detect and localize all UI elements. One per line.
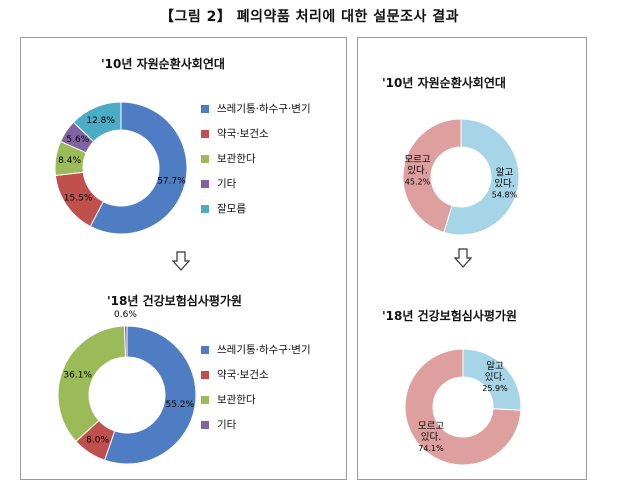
- legend-swatch: [201, 104, 209, 113]
- chart-title-2018-awareness: '18년 건강보험심사평가원: [382, 309, 517, 323]
- legend-swatch: [201, 204, 209, 213]
- data-label: 12.8%: [86, 116, 115, 126]
- slice-category-label: 모르고: [404, 154, 430, 165]
- chart-title-2010-awareness: '10년 자원순환사회연대: [382, 76, 506, 90]
- legend-item-trash: 쓰레기통·하수구·변기: [201, 337, 311, 362]
- chart-title-2010-disposal: '10년 자원순환사회연대: [101, 57, 225, 71]
- data-label: 8.4%: [58, 156, 81, 166]
- slice-category-label: 있다.: [494, 178, 515, 190]
- legend-label: 잘모름: [217, 203, 246, 215]
- data-label: 8.0%: [86, 436, 109, 446]
- slice-category-label: 알고: [496, 168, 514, 179]
- legend-swatch: [201, 370, 209, 379]
- legend-item-trash: 쓰레기통·하수구·변기: [201, 96, 311, 121]
- legend-item-keep: 보관한다: [201, 146, 311, 171]
- slice-category-label: 있다.: [421, 431, 442, 443]
- legend-label: 기타: [217, 419, 237, 431]
- legend-swatch: [201, 395, 209, 404]
- slice-aware: [443, 118, 520, 236]
- slice-other: [123, 325, 128, 358]
- donut-chart-2018-disposal: 55.2% 8.0% 36.1% 0.6%: [57, 310, 197, 465]
- data-label: 55.2%: [165, 400, 194, 410]
- data-label: 25.9%: [482, 384, 508, 393]
- legend-label: 기타: [217, 178, 237, 190]
- legend-item-pharmacy: 약국·보건소: [201, 121, 311, 146]
- legend-label: 보관한다: [217, 153, 256, 165]
- data-label: 57.7%: [157, 176, 186, 186]
- legend-label: 약국·보건소: [217, 369, 269, 381]
- slice-unaware: [402, 118, 462, 234]
- chart-title-2018-disposal: '18년 건강보험심사평가원: [107, 294, 242, 308]
- legend-2018-disposal: 쓰레기통·하수구·변기 약국·보건소 보관한다 기타: [201, 337, 311, 437]
- legend-swatch: [201, 420, 209, 429]
- legend-item-pharmacy: 약국·보건소: [201, 362, 311, 387]
- legend-item-unknown: 잘모름: [201, 196, 311, 221]
- legend-label: 쓰레기통·하수구·변기: [217, 103, 311, 115]
- slice-category-label: 있다.: [485, 371, 506, 383]
- data-label: 45.2%: [405, 177, 431, 186]
- legend-label: 쓰레기통·하수구·변기: [217, 344, 311, 356]
- slice-unaware: [404, 348, 522, 466]
- legend-item-other: 기타: [201, 412, 311, 437]
- slice-category-label: 있다.: [407, 164, 428, 176]
- legend-swatch: [201, 179, 209, 188]
- data-label: 15.5%: [64, 193, 93, 203]
- slice-unknown: [72, 101, 122, 143]
- data-label: 5.6%: [66, 135, 89, 145]
- data-label: 36.1%: [63, 370, 92, 380]
- slice-category-label: 알고: [486, 361, 504, 372]
- slice-keep: [57, 325, 127, 443]
- legend-2010-disposal: 쓰레기통·하수구·변기 약국·보건소 보관한다 기타 잘모름: [201, 96, 311, 221]
- legend-swatch: [201, 129, 209, 138]
- legend-item-keep: 보관한다: [201, 387, 311, 412]
- legend-swatch: [201, 154, 209, 163]
- right-panel: '10년 자원순환사회연대 알고 있다. 54.8% 모르고 있다. 45.2% '18년…: [357, 37, 587, 480]
- legend-swatch: [201, 345, 209, 354]
- slice-trash: [103, 325, 197, 465]
- legend-label: 보관한다: [217, 394, 256, 406]
- down-arrow-icon: [453, 248, 473, 268]
- data-label: 74.1%: [418, 444, 444, 453]
- down-arrow-icon: [171, 251, 191, 271]
- slice-trash: [89, 101, 188, 235]
- legend-label: 약국·보건소: [217, 128, 269, 140]
- data-label: 54.8%: [492, 191, 518, 200]
- data-label: 0.6%: [114, 310, 137, 320]
- slice-category-label: 모르고: [418, 421, 444, 432]
- figure-title: 【그림 2】 폐의약품 처리에 대한 설문조사 결과: [160, 9, 459, 25]
- donut-chart-2010-disposal: 57.7% 15.5% 8.4% 5.6% 12.8%: [54, 101, 188, 235]
- left-panel: '10년 자원순환사회연대 57.7% 15.5% 8.4% 5.6% 12.8% 쓰레…: [20, 37, 347, 480]
- legend-item-other: 기타: [201, 171, 311, 196]
